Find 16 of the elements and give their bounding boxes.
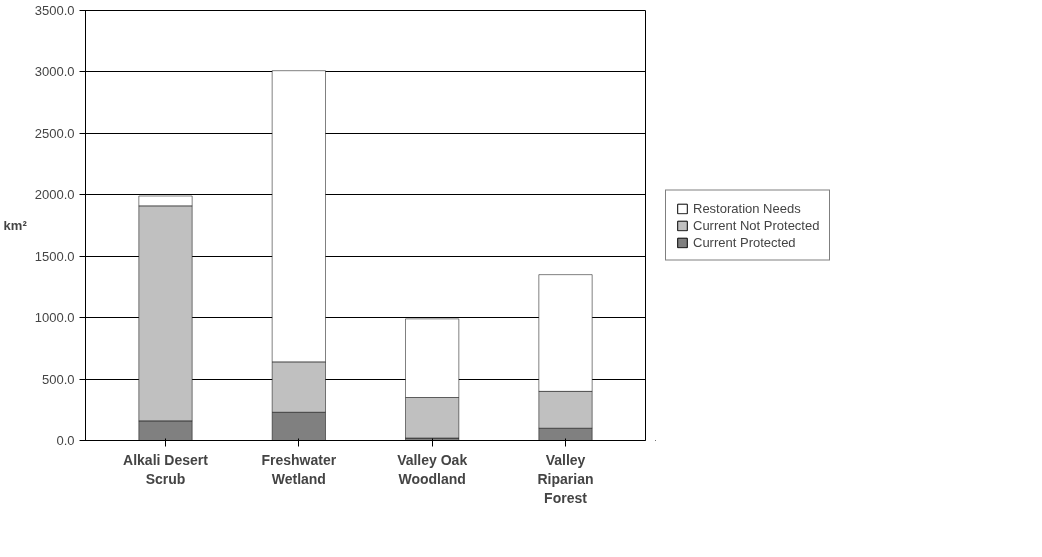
y-tick-label: 2500.0 bbox=[34, 125, 75, 141]
x-tick-label: Freshwater Wetland bbox=[261, 451, 337, 487]
y-tick-label: 500.0 bbox=[41, 371, 75, 387]
x-tick-label: Valley Oak Woodland bbox=[397, 451, 468, 487]
y-tick-label: 1500.0 bbox=[34, 248, 75, 264]
legend-label: Restoration Needs bbox=[693, 200, 801, 216]
y-axis-title: km² bbox=[3, 218, 28, 233]
y-tick-label: 1000.0 bbox=[34, 310, 75, 326]
y-tick-label: 2000.0 bbox=[34, 187, 75, 203]
y-tick-label: 0.0 bbox=[56, 433, 75, 448]
legend-label: Current Not Protected bbox=[693, 217, 820, 233]
y-tick-label: 3000.0 bbox=[34, 64, 75, 80]
x-tick-label: Valley Riparian Forest bbox=[537, 451, 594, 506]
y-tick-label: 3500.0 bbox=[34, 3, 75, 18]
x-tick-label: Alkali Desert Scrub bbox=[123, 451, 209, 487]
legend-label: Current Protected bbox=[693, 234, 796, 250]
